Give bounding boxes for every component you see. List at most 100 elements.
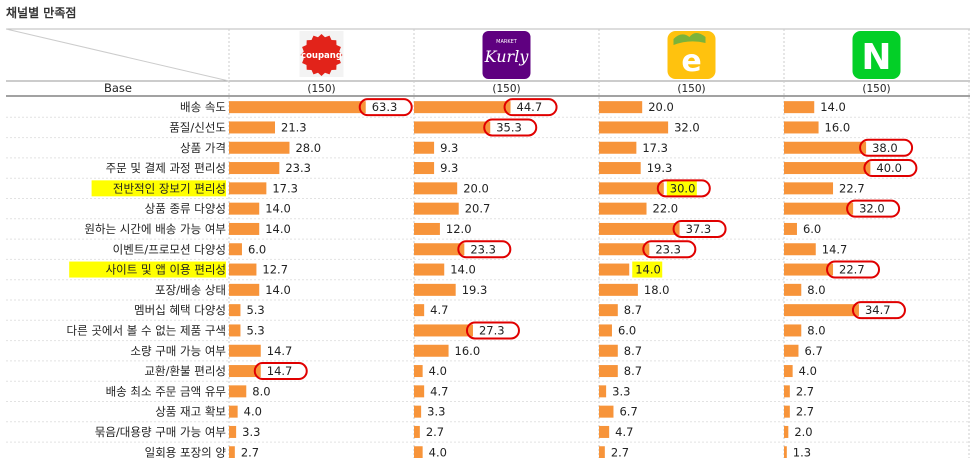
value-label: 16.0 (455, 344, 481, 358)
bar (784, 405, 790, 418)
bar (414, 162, 435, 175)
bar (229, 304, 241, 317)
corner-diagonal (5, 28, 230, 82)
kurly-logo-text: Kurly (484, 47, 530, 66)
value-label: 14.0 (265, 202, 291, 216)
bar (229, 243, 242, 256)
value-label: 3.3 (242, 425, 260, 439)
bar (599, 324, 612, 337)
bar (414, 101, 511, 114)
value-label: 20.0 (463, 181, 489, 195)
value-label: 2.7 (796, 384, 814, 398)
value-label: 5.3 (246, 303, 264, 317)
value-label: 27.3 (479, 323, 505, 337)
kurly-logo-sub: MARKET (496, 39, 518, 45)
logo-coupang: coupang (299, 31, 344, 77)
value-label: 40.0 (876, 161, 902, 175)
bar (414, 385, 425, 398)
coupang-logo-text: coupang (301, 51, 342, 61)
bar (229, 141, 290, 154)
logo-emart-e: e (667, 31, 716, 79)
value-label: 4.0 (244, 405, 262, 419)
value-label: 8.0 (252, 384, 270, 398)
bar (599, 344, 618, 357)
value-label: 12.0 (446, 222, 472, 236)
bar (229, 405, 238, 418)
kurly-icon (482, 31, 531, 79)
category-label: 전반적인 장보기 편리성 (113, 181, 226, 195)
row-7: 이벤트/프로모션 다양성 6.0 23.3 23.3 14.7 (113, 240, 847, 259)
value-label: 63.3 (372, 100, 398, 114)
value-circle (826, 260, 881, 279)
value-circle (851, 301, 906, 320)
value-label: 2.7 (241, 445, 259, 458)
value-circle (503, 98, 558, 117)
row-1: 품질/신선도 21.3 35.3 32.0 16.0 (169, 118, 851, 137)
row-8: 사이트 및 앱 이용 편리성 12.7 14.0 14.0 22.7 (69, 260, 881, 279)
value-label: 19.3 (462, 283, 488, 297)
category-label: 원하는 시간에 배송 가능 여부 (84, 222, 226, 236)
value-label: 6.7 (804, 344, 822, 358)
value-label: 32.0 (674, 120, 700, 134)
bar (229, 283, 260, 296)
bar (229, 202, 260, 215)
value-label: 8.7 (624, 344, 642, 358)
value-label: 20.7 (465, 202, 491, 216)
row-14: 배송 최소 주문 금액 유무 8.0 4.7 3.3 2.7 (106, 384, 815, 398)
row-15: 상품 재고 확보 4.0 3.3 6.7 2.7 (155, 405, 814, 419)
bar (229, 446, 235, 458)
bar (599, 425, 610, 438)
category-label: 교환/환불 편리성 (144, 364, 226, 378)
bar (784, 304, 859, 317)
value-label: 1.3 (793, 445, 811, 458)
bar (414, 202, 459, 215)
bar (784, 425, 789, 438)
value-label: 5.3 (246, 323, 264, 337)
value-label: 14.0 (635, 263, 661, 277)
coupang-icon (300, 34, 343, 76)
bar (414, 182, 458, 195)
chart-title: 채널별 만족점 (6, 5, 76, 20)
row-10: 멤버십 혜택 다양성 5.3 4.7 8.7 34.7 (134, 301, 906, 320)
value-label: 4.7 (430, 384, 448, 398)
logo-kurly: MARKET Kurly (482, 31, 531, 79)
bar (784, 182, 834, 195)
value-label: 4.0 (429, 364, 447, 378)
value-label: 4.7 (430, 303, 448, 317)
value-label: 44.7 (517, 100, 543, 114)
row-16: 묶음/대용량 구매 가능 여부 3.3 2.7 4.7 2.0 (95, 425, 813, 439)
value-label: 14.0 (265, 283, 291, 297)
bar (784, 263, 834, 276)
value-label: 2.7 (796, 405, 814, 419)
row-5: 상품 종류 다양성 14.0 20.7 22.0 32.0 (145, 199, 901, 218)
bar (414, 324, 473, 337)
bar (784, 121, 819, 134)
value-label: 4.7 (615, 425, 633, 439)
bar (229, 162, 280, 175)
bar (784, 222, 797, 235)
value-circle (358, 98, 413, 117)
bar (414, 243, 465, 256)
value-highlight (632, 261, 663, 278)
value-circle (859, 138, 914, 157)
value-label: 14.7 (267, 344, 293, 358)
value-label: 22.0 (653, 202, 679, 216)
logo-naver-n: N (852, 31, 901, 79)
bar (784, 283, 802, 296)
value-label: 6.7 (619, 405, 637, 419)
bar (229, 182, 267, 195)
bar (784, 365, 793, 378)
value-label: 37.3 (686, 222, 712, 236)
value-label: 6.0 (618, 323, 636, 337)
bar (784, 344, 799, 357)
bar (599, 162, 641, 175)
value-circle (465, 321, 520, 340)
bar (229, 344, 261, 357)
bar (784, 446, 787, 458)
row-6: 원하는 시간에 배송 가능 여부 14.0 12.0 37.3 6.0 (84, 219, 821, 238)
value-circle (457, 240, 512, 259)
row-11: 다른 곳에서 볼 수 없는 제품 구색 5.3 27.3 6.0 8.0 (67, 321, 826, 340)
naver-logo-text: N (861, 37, 891, 78)
value-label: 16.0 (825, 120, 851, 134)
row-17: 일회용 포장의 양 2.7 4.0 2.7 1.3 (145, 445, 811, 458)
